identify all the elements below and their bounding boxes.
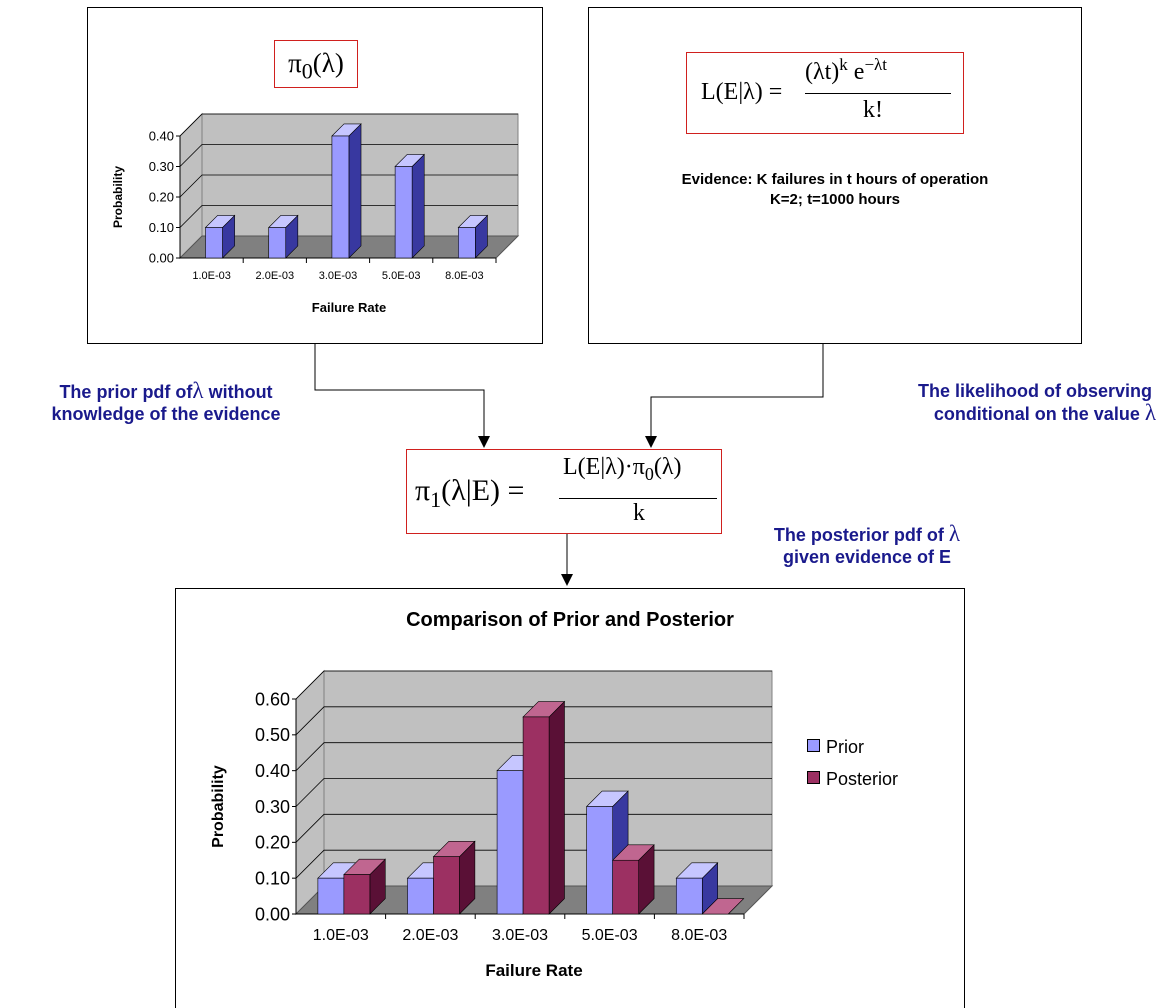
bar-prior <box>317 877 345 915</box>
posterior-formula-lhs: π1(λ|E) = <box>415 474 525 512</box>
y-tick-label: 0.10 <box>255 868 290 888</box>
comparison-panel: Comparison of Prior and Posterior 0.00 0.… <box>175 588 965 1008</box>
bar-side-posterior <box>548 700 565 915</box>
legend-item-prior: Prior <box>807 731 898 763</box>
comparison-legend: Prior Posterior <box>807 731 898 795</box>
gridline <box>179 113 518 137</box>
evidence-text: Evidence: K failures in t hours of opera… <box>589 170 1081 210</box>
posterior-note: The posterior pdf of λ given evidence of… <box>752 521 982 568</box>
evidence-line-2: K=2; t=1000 hours <box>769 191 901 208</box>
x-tick-label: 1.0E-03 <box>313 927 369 944</box>
x-tick-label: 5.0E-03 <box>382 270 421 282</box>
bar-top-posterior <box>701 898 745 915</box>
legend-label-posterior: Posterior <box>826 769 899 789</box>
x-tick-label: 2.0E-03 <box>402 927 458 944</box>
arrowhead-prior <box>478 436 490 448</box>
bar-prior <box>496 770 524 915</box>
prior-formula-arg: (λ) <box>312 48 344 78</box>
posterior-formula-denominator: k <box>633 500 645 526</box>
posterior-formula-box: π1(λ|E) = L(E|λ)·π0(λ) k <box>406 449 722 534</box>
bar-posterior <box>522 716 550 915</box>
y-tick-label: 0.60 <box>255 689 290 709</box>
posterior-note-line-1: The posterior pdf of λ <box>773 521 961 546</box>
posterior-fraction-bar <box>559 498 717 499</box>
gridline <box>295 742 772 771</box>
x-tick-label: 5.0E-03 <box>582 927 638 944</box>
y-tick-label: 0.00 <box>149 251 174 266</box>
y-tick-label: 0.30 <box>255 797 290 817</box>
x-tick-label: 2.0E-03 <box>256 270 295 282</box>
comparison-title: Comparison of Prior and Posterior <box>406 609 734 631</box>
prior-formula-pi: π <box>288 48 302 78</box>
likelihood-formula-denominator: k! <box>863 97 883 123</box>
prior-formula-box: π0(λ) <box>274 40 358 88</box>
bar-series <box>458 227 476 259</box>
bar-posterior <box>433 856 460 915</box>
y-tick-label: 0.30 <box>149 159 174 174</box>
posterior-formula-numerator: L(E|λ)·π0(λ) <box>563 454 682 484</box>
prior-connector <box>314 343 485 442</box>
bar-posterior <box>612 859 639 915</box>
likelihood-panel: L(E|λ) = (λt)k e−λt k! Evidence: K failu… <box>588 7 1082 344</box>
bar-side-series <box>411 153 425 259</box>
bar-series <box>394 166 413 259</box>
likelihood-formula-box: L(E|λ) = (λt)k e−λt k! <box>686 52 964 134</box>
y-tick-label: 0.50 <box>255 725 290 745</box>
likelihood-formula-numerator: (λt)k e−λt <box>805 55 888 85</box>
arrowhead-posterior <box>561 574 573 586</box>
likelihood-formula-lhs: L(E|λ) = <box>701 79 783 105</box>
likelihood-note-line-2: conditional on the value λ <box>933 400 1156 425</box>
x-axis-title: Failure Rate <box>312 300 386 315</box>
bar-series <box>268 227 287 259</box>
bar-side-series <box>348 123 362 259</box>
legend-swatch-posterior <box>807 771 820 784</box>
y-tick-label: 0.00 <box>255 904 290 924</box>
gridline <box>295 670 772 700</box>
prior-note-line-2: knowledge of the evidence <box>51 404 281 424</box>
evidence-line-1: Evidence: K failures in t hours of opera… <box>681 171 989 188</box>
prior-chart: 0.00 0.10 0.20 0.30 0.40 1.0E-03 2.0E-03 3.0E-0… <box>111 112 520 315</box>
y-tick-label: 0.40 <box>149 129 174 144</box>
bar-series <box>205 227 223 259</box>
x-axis-title: Failure Rate <box>485 961 582 980</box>
legend-item-posterior: Posterior <box>807 763 898 795</box>
prior-panel: π0(λ) 0.00 0.10 0.20 0.30 0.40 1.0E-03 2.0E-03… <box>87 7 543 344</box>
x-tick-label: 3.0E-03 <box>492 927 548 944</box>
y-axis-title: Probability <box>111 166 125 228</box>
likelihood-note: The likelihood of observing conditional … <box>800 380 1156 425</box>
prior-formula-sub: 0 <box>301 58 313 84</box>
posterior-note-line-2: given evidence of E <box>782 547 952 567</box>
likelihood-fraction-bar <box>805 93 951 94</box>
arrowhead-likelihood <box>645 436 657 448</box>
comparison-chart: 0.00 0.10 0.20 0.30 0.40 0.50 0.60 1.0E-03 2.0E-… <box>210 669 774 980</box>
x-tick-label: 8.0E-03 <box>445 270 484 282</box>
gridline <box>295 706 772 736</box>
likelihood-note-line-1: The likelihood of observing <box>917 381 1152 401</box>
x-tick-label: 8.0E-03 <box>671 927 727 944</box>
x-tick-label: 3.0E-03 <box>319 270 358 282</box>
x-tick-label: 1.0E-03 <box>192 270 231 282</box>
y-tick-label: 0.10 <box>149 220 174 235</box>
prior-note-line-1: The prior pdf ofλ without <box>59 378 273 403</box>
y-tick-label: 0.20 <box>255 833 290 853</box>
legend-swatch-prior <box>807 739 820 752</box>
legend-label-prior: Prior <box>826 737 865 757</box>
bar-prior <box>675 877 703 915</box>
bar-series <box>331 135 350 259</box>
bar-prior <box>586 806 613 915</box>
gridline <box>179 144 518 167</box>
y-tick-label: 0.40 <box>255 761 290 781</box>
y-axis-title: Probability <box>210 765 227 848</box>
bar-posterior <box>343 874 371 915</box>
gridline <box>295 778 772 807</box>
prior-note: The prior pdf ofλ without knowledge of t… <box>6 378 326 425</box>
bar-prior <box>407 877 434 915</box>
y-tick-label: 0.20 <box>149 190 174 205</box>
likelihood-connector <box>650 343 824 442</box>
